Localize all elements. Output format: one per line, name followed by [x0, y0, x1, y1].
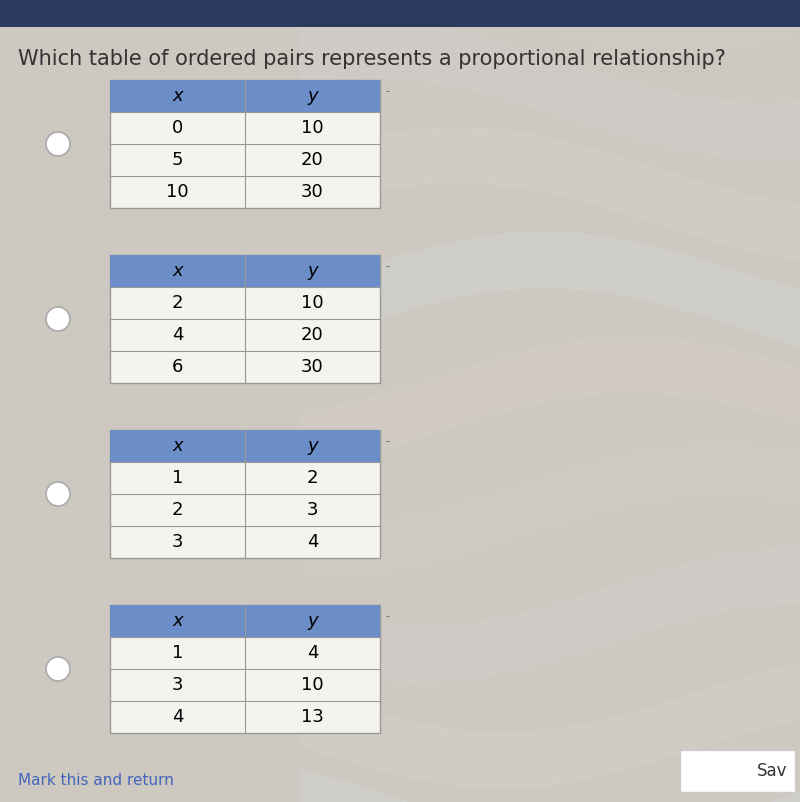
Text: -: - [385, 85, 390, 98]
Text: -: - [385, 260, 390, 273]
Text: y: y [307, 262, 318, 280]
Text: 1: 1 [172, 469, 183, 487]
Bar [110, 430, 380, 558]
Text: 1: 1 [172, 644, 183, 662]
Text: Which table of ordered pairs represents a proportional relationship?: Which table of ordered pairs represents … [18, 49, 726, 69]
Text: Mark this and return: Mark this and return [18, 773, 174, 788]
Text: 30: 30 [301, 183, 324, 201]
Bar [110, 430, 380, 462]
Text: -: - [385, 435, 390, 448]
Text: 3: 3 [172, 533, 183, 551]
Text: 2: 2 [306, 469, 318, 487]
Text: -: - [385, 610, 390, 623]
Text: 4: 4 [172, 326, 183, 344]
Text: 20: 20 [301, 151, 324, 169]
Text: 13: 13 [301, 708, 324, 726]
Circle shape [46, 482, 70, 506]
Circle shape [46, 307, 70, 331]
Bar [110, 80, 380, 112]
Text: 10: 10 [166, 183, 189, 201]
Bar [0, 0, 800, 27]
Bar [110, 255, 380, 383]
Text: 2: 2 [172, 501, 183, 519]
Bar [680, 750, 795, 792]
Text: 4: 4 [306, 533, 318, 551]
Text: 0: 0 [172, 119, 183, 137]
Text: 10: 10 [301, 294, 324, 312]
Circle shape [46, 657, 70, 681]
Text: 5: 5 [172, 151, 183, 169]
Text: Sav: Sav [757, 762, 787, 780]
Text: 4: 4 [172, 708, 183, 726]
Bar [110, 605, 380, 733]
Text: 20: 20 [301, 326, 324, 344]
Text: y: y [307, 437, 318, 455]
Text: 10: 10 [301, 119, 324, 137]
Text: 10: 10 [301, 676, 324, 694]
Text: 2: 2 [172, 294, 183, 312]
Bar [110, 255, 380, 287]
Text: x: x [172, 262, 183, 280]
Text: x: x [172, 87, 183, 105]
Bar [110, 80, 380, 208]
Text: 3: 3 [306, 501, 318, 519]
Bar [110, 605, 380, 637]
Text: y: y [307, 87, 318, 105]
Text: 4: 4 [306, 644, 318, 662]
Circle shape [46, 132, 70, 156]
Text: y: y [307, 612, 318, 630]
Text: x: x [172, 437, 183, 455]
Text: x: x [172, 612, 183, 630]
Text: 3: 3 [172, 676, 183, 694]
Text: 6: 6 [172, 358, 183, 376]
Text: 30: 30 [301, 358, 324, 376]
